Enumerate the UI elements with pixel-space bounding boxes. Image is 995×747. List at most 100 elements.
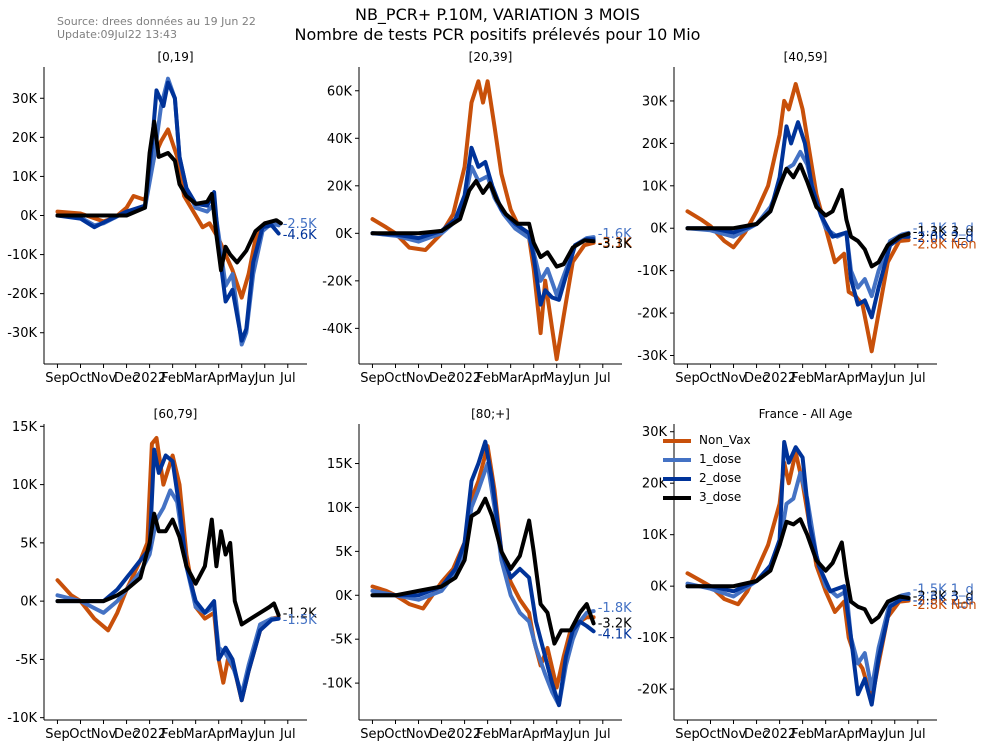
legend-swatch bbox=[663, 457, 691, 462]
legend-item-1-dose: 1_dose bbox=[663, 450, 751, 469]
y-tick-label: 0K bbox=[650, 580, 667, 595]
x-tick-label: Oct bbox=[699, 371, 721, 386]
end-value-label: -3.2K bbox=[598, 616, 632, 631]
figure-title-line1: NB_PCR+ P.10M, VARIATION 3 MOIS bbox=[354, 5, 641, 24]
x-tick-label: Sep bbox=[360, 727, 385, 742]
x-tick-label: Jul bbox=[594, 371, 611, 386]
y-tick-label: -10K bbox=[7, 711, 37, 726]
x-tick-label: Jun bbox=[884, 371, 905, 386]
x-tick-label: Jun bbox=[884, 727, 905, 742]
x-tick-label: Dec bbox=[744, 371, 769, 386]
end-value-label: -1.8K bbox=[598, 601, 632, 616]
x-tick-label: Mar bbox=[183, 727, 208, 742]
x-tick-label: Jun bbox=[254, 371, 275, 386]
x-tick-label: 2022 bbox=[448, 371, 481, 386]
y-tick-label: 0K bbox=[335, 589, 352, 604]
series-line-3-dose bbox=[370, 179, 596, 269]
end-value-label: -1.5K 1_d bbox=[913, 582, 974, 597]
panel-0: [0,19] -30K -20K -10K 0K 10K 20K 30K Sep Oct NovDe… bbox=[7, 50, 317, 386]
x-tick-label: Nov bbox=[406, 727, 432, 742]
x-tick-label: Dec bbox=[114, 727, 139, 742]
x-tick-label: Oct bbox=[69, 371, 91, 386]
x-tick-label: May bbox=[543, 371, 570, 386]
legend-swatch bbox=[663, 476, 691, 481]
series-line-3-dose bbox=[55, 511, 281, 627]
y-tick-label: -20K bbox=[637, 683, 667, 698]
series-line-non-vax bbox=[370, 79, 596, 362]
end-value-label: -2.5K bbox=[283, 217, 317, 232]
y-tick-label: 20K bbox=[327, 179, 353, 194]
figure-title: NB_PCR+ P.10M, VARIATION 3 MOIS Nombre d… bbox=[0, 5, 995, 45]
y-tick-label: 5K bbox=[335, 545, 352, 560]
y-tick-label: -10K bbox=[7, 248, 37, 263]
series-line-1-dose bbox=[685, 149, 911, 299]
panel-title: [60,79] bbox=[154, 407, 198, 421]
legend: Non_Vax 1_dose 2_dose 3_dose bbox=[663, 431, 751, 507]
panel-title: [0,19] bbox=[157, 50, 193, 64]
y-tick-label: -10K bbox=[322, 677, 352, 692]
x-tick-label: Dec bbox=[744, 727, 769, 742]
x-tick-label: Oct bbox=[69, 727, 91, 742]
x-tick-label: Apr bbox=[522, 371, 545, 386]
legend-item-3-dose: 3_dose bbox=[663, 488, 751, 507]
x-tick-label: Mar bbox=[498, 371, 523, 386]
x-tick-label: Jul bbox=[909, 371, 926, 386]
x-tick-label: Nov bbox=[91, 727, 117, 742]
x-tick-label: Oct bbox=[699, 727, 721, 742]
y-tick-label: 10K bbox=[642, 528, 668, 543]
legend-label: 1_dose bbox=[699, 452, 742, 466]
y-tick-label: -10K bbox=[637, 264, 667, 279]
legend-swatch bbox=[663, 495, 691, 500]
y-tick-label: -5K bbox=[16, 653, 38, 668]
series-line-1-dose bbox=[55, 488, 281, 697]
x-tick-label: Feb bbox=[791, 727, 814, 742]
x-tick-label: Oct bbox=[384, 371, 406, 386]
x-tick-label: May bbox=[543, 727, 570, 742]
x-tick-label: Feb bbox=[476, 727, 499, 742]
source-note: Source: drees données au 19 Jun 22 Updat… bbox=[57, 15, 256, 41]
y-tick-label: -20K bbox=[637, 307, 667, 322]
y-tick-label: 0K bbox=[650, 222, 667, 237]
x-tick-label: Nov bbox=[721, 371, 747, 386]
y-tick-label: 30K bbox=[642, 425, 668, 440]
y-tick-label: 40K bbox=[327, 132, 353, 147]
legend-label: 2_dose bbox=[699, 471, 742, 485]
series-line-3-dose bbox=[685, 517, 911, 625]
x-tick-label: Apr bbox=[522, 727, 545, 742]
x-tick-label: Jul bbox=[279, 727, 296, 742]
x-tick-label: Dec bbox=[429, 371, 454, 386]
x-tick-label: Dec bbox=[114, 371, 139, 386]
x-tick-label: Sep bbox=[45, 727, 70, 742]
y-tick-label: 0K bbox=[20, 209, 37, 224]
y-tick-label: 10K bbox=[642, 179, 668, 194]
y-tick-label: 20K bbox=[12, 131, 38, 146]
series-line-non-vax bbox=[685, 82, 911, 354]
x-tick-label: 2022 bbox=[763, 371, 796, 386]
end-value-label: -2.8K Non bbox=[913, 238, 977, 253]
series-line-2-dose bbox=[55, 80, 281, 343]
panel-1: [20,39] -40K -20K 0K 20K 40K 60K Sep Oct NovDec20… bbox=[322, 50, 632, 386]
x-tick-label: Jun bbox=[569, 727, 590, 742]
series-line-3-dose bbox=[685, 162, 911, 269]
y-tick-label: 30K bbox=[12, 92, 38, 107]
end-value-label: -3.3K bbox=[598, 237, 632, 252]
end-value-label: -1.1K 1_d bbox=[913, 221, 974, 236]
x-tick-label: Nov bbox=[406, 371, 432, 386]
panel-4: [80;+] -10K -5K 0K 5K 10K 15K Sep Oct NovDec2022F… bbox=[322, 407, 632, 742]
y-tick-label: -20K bbox=[322, 274, 352, 289]
x-tick-label: Mar bbox=[813, 727, 838, 742]
x-tick-label: Oct bbox=[384, 727, 406, 742]
y-tick-label: -40K bbox=[322, 322, 352, 337]
y-tick-label: 0K bbox=[335, 227, 352, 242]
x-tick-label: May bbox=[228, 727, 255, 742]
y-tick-label: 20K bbox=[642, 477, 668, 492]
x-tick-label: May bbox=[858, 727, 885, 742]
source-line: Source: drees données au 19 Jun 22 bbox=[57, 15, 256, 28]
y-tick-label: 10K bbox=[12, 170, 38, 185]
x-tick-label: Feb bbox=[791, 371, 814, 386]
x-tick-label: Mar bbox=[498, 727, 523, 742]
x-tick-label: 2022 bbox=[448, 727, 481, 742]
y-tick-label: 15K bbox=[12, 420, 38, 435]
y-tick-label: 10K bbox=[12, 478, 38, 493]
